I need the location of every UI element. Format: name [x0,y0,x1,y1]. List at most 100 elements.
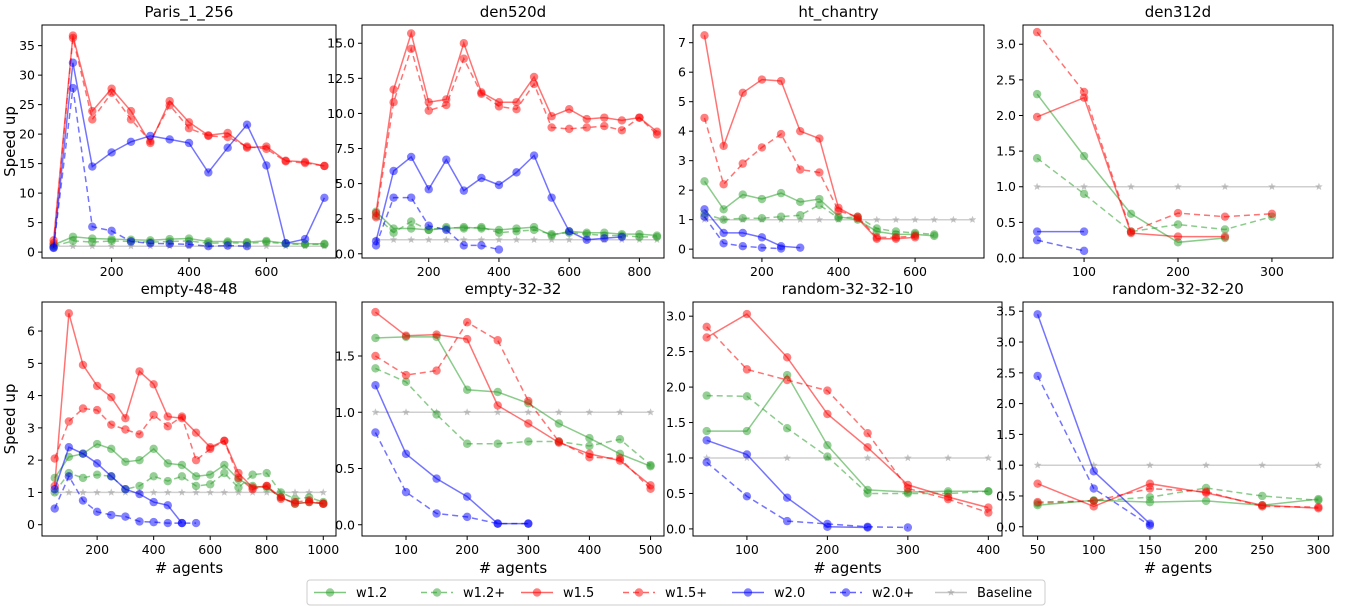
point-w12 [177,472,187,481]
point-w12 [262,237,271,247]
point-w15 [78,404,88,413]
point-w15 [459,39,469,48]
series-line-w12 [375,367,652,466]
point-w20 [107,472,116,481]
point-w15 [1126,227,1136,236]
x-axis-label: # agents [813,559,882,577]
point-w20 [163,518,172,528]
point-w15 [107,88,116,98]
legend-item-w12: w1.2 [314,586,387,601]
y-tick-label: 1.5 [996,144,1016,159]
y-tick-label: 5.0 [335,176,355,191]
point-w12 [459,224,469,233]
point-w20 [700,212,709,221]
series-line-w15 [375,30,658,214]
point-w20 [389,166,398,176]
baseline-point [149,488,158,496]
y-tick-label: 1.5 [996,427,1016,442]
point-w20 [442,155,451,164]
point-w15 [319,499,328,508]
point-w15 [853,212,862,221]
point-w20 [107,148,116,157]
plot-area [371,307,655,528]
point-w20 [68,58,78,67]
axes-frame [692,301,1003,537]
baseline-point [783,454,791,462]
point-w12 [191,472,201,481]
point-w15 [107,393,116,402]
x-axis-label: # agents [479,559,548,577]
point-w15 [529,79,539,89]
point-w15 [554,437,564,446]
legend-box [306,579,1046,606]
point-w12 [206,480,215,489]
point-w15 [121,413,130,423]
point-w15 [432,366,441,375]
subplot-5: empty-32-32 100 200 300 400 500 0.0 0.5 1.0 1.5 # … [335,280,665,577]
plot-area [1033,310,1323,530]
point-w20 [782,493,792,502]
y-tick-label: 0.5 [996,488,1016,503]
baseline-point [944,454,952,462]
point-w15 [442,100,451,110]
point-w20 [149,517,158,527]
legend-label: w2.0 [774,586,805,601]
baseline-point [555,408,563,416]
x-tick-label: 100 [1072,264,1096,279]
x-tick-label: 600 [198,542,222,557]
point-w15 [320,161,329,171]
y-tick-label: 35 [19,38,35,53]
point-w12 [371,333,380,343]
baseline-point [1314,461,1323,469]
x-tick-label: 150 [1138,542,1162,557]
point-w15 [406,44,416,54]
baseline-point [815,215,824,223]
point-w12 [163,476,172,486]
legend-item-w15: w1.5 [521,586,594,601]
x-tick-label: 800 [627,264,651,279]
point-w12 [757,194,767,204]
legend-marker [743,588,753,597]
y-tick-label: 2 [678,183,686,198]
point-w15 [88,106,97,116]
point-w15 [863,428,872,438]
point-w12 [823,441,832,450]
point-w12 [1032,89,1042,99]
point-w15 [494,102,504,111]
point-w12 [78,473,88,483]
point-w20 [424,185,433,194]
subplot-title: den312d [1145,3,1211,21]
point-w12 [738,213,747,223]
point-w20 [782,516,792,526]
point-w15 [702,333,711,342]
point-w15 [304,496,314,505]
point-w15 [547,123,556,132]
point-w15 [796,165,805,174]
point-w12 [477,222,486,232]
point-w15 [191,455,201,465]
point-w20 [424,221,433,230]
y-tick-label: 0 [27,517,35,532]
point-w12 [406,224,416,233]
point-w15 [126,115,136,124]
point-w20 [135,489,144,499]
point-w15 [242,142,252,151]
point-w20 [223,241,232,250]
point-w20 [617,232,627,242]
point-w15 [493,401,502,410]
point-w12 [742,392,752,401]
point-w12 [135,481,144,491]
point-w12 [493,387,502,397]
point-w15 [776,129,786,139]
point-w15 [371,213,381,222]
series-line-w15 [706,326,989,514]
point-w12 [815,194,824,204]
point-w20 [78,449,88,458]
baseline-point [1258,461,1266,469]
point-w12 [107,444,116,454]
point-w20 [262,161,271,170]
series-line-w15 [375,321,652,490]
point-w15 [64,309,74,318]
y-tick-label: 15 [19,156,35,171]
point-w20 [389,193,398,202]
